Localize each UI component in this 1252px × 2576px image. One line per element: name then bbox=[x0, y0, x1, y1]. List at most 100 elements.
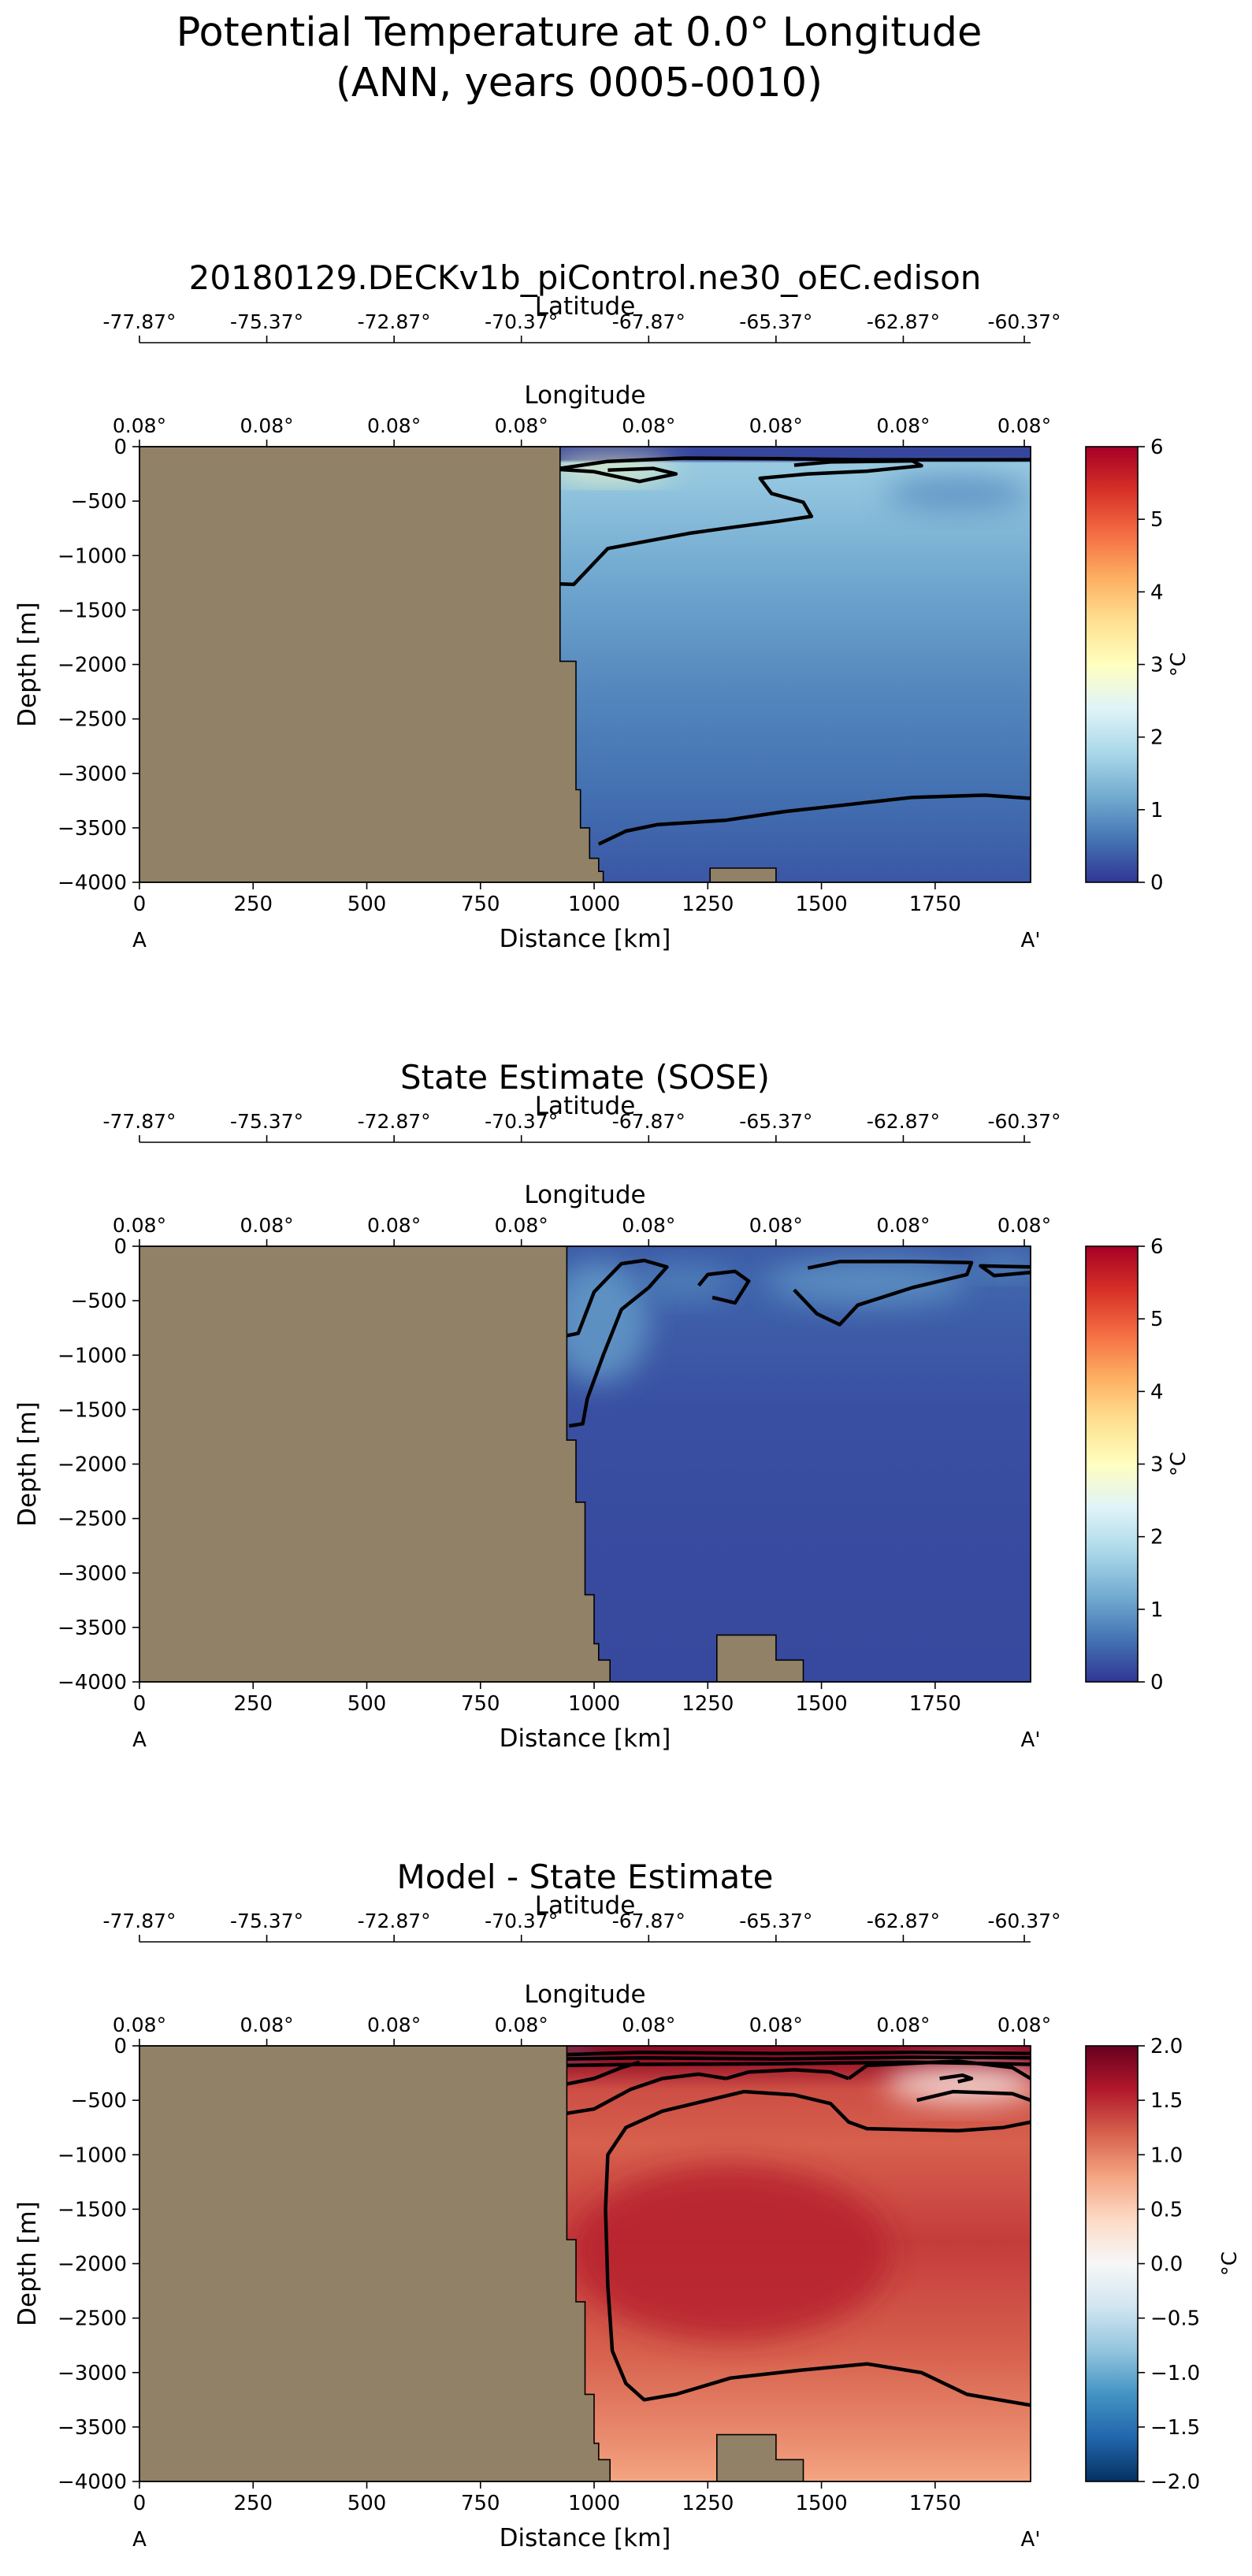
field-anomaly bbox=[885, 474, 1031, 512]
plot-area bbox=[139, 1246, 1031, 1682]
longitude-tick-label: 0.08° bbox=[113, 414, 166, 437]
latitude-tick-label: -72.87° bbox=[358, 1110, 431, 1133]
colorbar-tick-label: 6 bbox=[1150, 436, 1164, 459]
y-tick-label: −1500 bbox=[58, 2198, 127, 2222]
latitude-tick-label: -77.87° bbox=[102, 1910, 176, 1932]
longitude-tick-label: 0.08° bbox=[622, 414, 675, 437]
colorbar-tick-label: 0 bbox=[1150, 1671, 1164, 1694]
colorbar-tick-label: −1.5 bbox=[1150, 2416, 1200, 2440]
x-tick-label: 1000 bbox=[568, 2492, 620, 2515]
x-tick-label: 1500 bbox=[795, 1692, 847, 1716]
latitude-tick-label: -65.37° bbox=[739, 1110, 812, 1133]
latitude-tick-label: -62.87° bbox=[867, 1910, 940, 1932]
panel-1: 20180129.DECKv1b_piControl.ne30_oEC.edis… bbox=[13, 258, 1191, 953]
longitude-tick-label: 0.08° bbox=[998, 414, 1051, 437]
contour-line bbox=[697, 1269, 751, 1305]
latitude-tick-label: -60.37° bbox=[987, 1910, 1061, 1932]
field-anomaly bbox=[548, 1262, 649, 1383]
panel-title: 20180129.DECKv1b_piControl.ne30_oEC.edis… bbox=[189, 258, 982, 297]
y-tick-label: −2500 bbox=[58, 1508, 127, 1531]
x-tick-label: 1500 bbox=[795, 893, 847, 916]
contour-line bbox=[559, 466, 678, 484]
longitude-axis-label: Longitude bbox=[524, 1980, 645, 2009]
x-tick-label: 1250 bbox=[682, 893, 734, 916]
y-tick-label: −500 bbox=[71, 1290, 127, 1313]
latitude-tick-label: -67.87° bbox=[612, 310, 685, 333]
longitude-axis-label: Longitude bbox=[524, 1181, 645, 1209]
y-tick-label: −2000 bbox=[58, 2253, 127, 2277]
x-tick-label: 1250 bbox=[682, 2492, 734, 2515]
x-tick-label: 250 bbox=[233, 893, 273, 916]
colorbar-label: °C bbox=[1167, 1452, 1191, 1476]
y-tick-label: −3000 bbox=[58, 2362, 127, 2385]
section-start-label: A bbox=[132, 929, 147, 952]
longitude-tick-label: 0.08° bbox=[876, 414, 930, 437]
longitude-tick-label: 0.08° bbox=[749, 1214, 803, 1237]
plot-area bbox=[139, 447, 1031, 882]
colorbar-tick-label: 1.5 bbox=[1150, 2089, 1183, 2113]
section-end-label: A' bbox=[1021, 1728, 1041, 1752]
colorbar-tick-label: 0.0 bbox=[1150, 2253, 1183, 2277]
longitude-tick-label: 0.08° bbox=[113, 1214, 166, 1237]
y-tick-label: −3000 bbox=[58, 1562, 127, 1586]
contour-line bbox=[725, 2068, 849, 2080]
seamount bbox=[709, 867, 777, 882]
longitude-tick-label: 0.08° bbox=[367, 2014, 421, 2036]
colorbar-tick-label: 5 bbox=[1150, 1308, 1164, 1331]
contour-line bbox=[604, 2089, 1031, 2407]
figure-title-line-1: Potential Temperature at 0.0° Longitude bbox=[176, 9, 983, 56]
longitude-tick-label: 0.08° bbox=[622, 1214, 675, 1237]
colorbar bbox=[1085, 2045, 1139, 2482]
colorbar-tick-label: 3 bbox=[1150, 654, 1164, 677]
x-tick-label: 500 bbox=[347, 1692, 387, 1716]
contour-line bbox=[559, 458, 923, 587]
longitude-tick-label: 0.08° bbox=[367, 414, 421, 437]
longitude-tick-label: 0.08° bbox=[622, 2014, 675, 2036]
seamount bbox=[716, 1634, 804, 1682]
longitude-tick-label: 0.08° bbox=[998, 2014, 1051, 2036]
contour-line bbox=[567, 2072, 726, 2115]
colorbar-tick-label: 6 bbox=[1150, 1235, 1164, 1259]
land-mask bbox=[139, 447, 604, 882]
y-axis-label: Depth [m] bbox=[13, 2201, 42, 2326]
section-end-label: A' bbox=[1021, 2528, 1041, 2552]
colorbar-tick-label: 4 bbox=[1150, 581, 1164, 604]
longitude-tick-label: 0.08° bbox=[240, 414, 293, 437]
x-tick-label: 1750 bbox=[909, 2492, 961, 2515]
colorbar-tick-label: −0.5 bbox=[1150, 2307, 1200, 2331]
x-tick-label: 750 bbox=[461, 893, 500, 916]
latitude-tick-label: -75.37° bbox=[230, 1910, 303, 1932]
contour-line bbox=[566, 1258, 669, 1428]
longitude-tick-label: 0.08° bbox=[240, 2014, 293, 2036]
latitude-tick-label: -77.87° bbox=[102, 1110, 176, 1133]
latitude-tick-label: -62.87° bbox=[867, 310, 940, 333]
x-tick-label: 0 bbox=[133, 1692, 147, 1716]
x-tick-label: 250 bbox=[233, 1692, 273, 1716]
x-tick-label: 1500 bbox=[795, 2492, 847, 2515]
colorbar-tick-label: 3 bbox=[1150, 1453, 1164, 1477]
latitude-tick-label: -70.37° bbox=[485, 310, 558, 333]
longitude-tick-label: 0.08° bbox=[749, 2014, 803, 2036]
y-tick-label: −1000 bbox=[58, 2144, 127, 2167]
latitude-tick-label: -77.87° bbox=[102, 310, 176, 333]
field-anomaly bbox=[571, 2166, 890, 2340]
latitude-tick-label: -60.37° bbox=[987, 1110, 1061, 1133]
contour-line bbox=[793, 1260, 974, 1327]
x-tick-label: 1750 bbox=[909, 893, 961, 916]
y-tick-label: −2000 bbox=[58, 654, 127, 677]
y-axis-label: Depth [m] bbox=[13, 602, 42, 727]
longitude-tick-label: 0.08° bbox=[876, 1214, 930, 1237]
colorbar-tick-label: −2.0 bbox=[1150, 2470, 1200, 2494]
plot-area bbox=[139, 2046, 1031, 2481]
latitude-tick-label: -70.37° bbox=[485, 1110, 558, 1133]
colorbar-tick-label: 2 bbox=[1150, 1526, 1164, 1550]
x-tick-label: 750 bbox=[461, 2492, 500, 2515]
contour-line bbox=[567, 2051, 1031, 2057]
y-tick-label: −2000 bbox=[58, 1453, 127, 1477]
seamount bbox=[716, 2433, 804, 2481]
panel-title: State Estimate (SOSE) bbox=[400, 1058, 770, 1097]
x-tick-label: 1000 bbox=[568, 1692, 620, 1716]
latitude-tick-label: -67.87° bbox=[612, 1910, 685, 1932]
contour-line bbox=[566, 2060, 641, 2086]
contour-line bbox=[847, 2059, 1031, 2080]
